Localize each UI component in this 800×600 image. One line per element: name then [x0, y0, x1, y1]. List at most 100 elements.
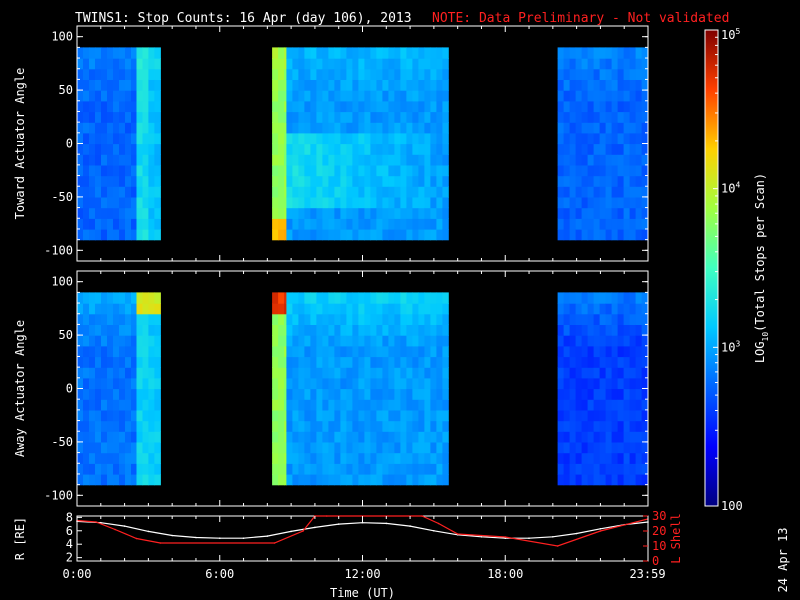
heatmap-cell	[629, 463, 637, 475]
heatmap-cell	[278, 292, 285, 304]
heatmap-cell	[605, 143, 613, 155]
heatmap-cell	[352, 345, 359, 358]
heatmap-cell	[284, 292, 287, 304]
heatmap-cell	[298, 175, 305, 187]
heatmap-cell	[101, 218, 108, 230]
heatmap-cell	[575, 100, 583, 113]
heatmap-cell	[107, 122, 114, 134]
heatmap-cell	[623, 399, 631, 411]
heatmap-cell	[376, 474, 383, 486]
heatmap-cell	[406, 164, 413, 177]
heatmap-cell	[272, 335, 279, 347]
heatmap-cell	[322, 377, 329, 390]
heatmap-cell	[611, 196, 619, 209]
heatmap-cell	[358, 292, 365, 304]
heatmap-cell	[77, 303, 84, 315]
heatmap-cell	[346, 441, 353, 454]
heatmap-cell	[125, 367, 132, 379]
heatmap-cell	[95, 474, 102, 486]
heatmap-cell	[284, 377, 287, 390]
heatmap-cell	[83, 474, 90, 486]
heatmap-cell	[605, 154, 613, 166]
heatmap-cell	[89, 175, 96, 187]
heatmap-cell	[358, 420, 365, 432]
heatmap-cell	[569, 441, 577, 454]
heatmap-cell	[298, 196, 305, 209]
heatmap-cell	[629, 367, 637, 379]
heatmap-cell	[557, 122, 565, 134]
heatmap-cell	[89, 399, 96, 411]
heatmap-cell	[131, 420, 138, 432]
heatmap-cell	[418, 164, 425, 177]
time-tick-label: 23:59	[629, 567, 665, 581]
heatmap-cell	[605, 111, 613, 123]
heatmap-cell	[442, 154, 449, 166]
heatmap-cell	[346, 186, 353, 198]
heatmap-cell	[154, 474, 161, 486]
heatmap-cell	[125, 229, 132, 241]
heatmap-cell	[322, 218, 329, 230]
heatmap-cell	[605, 431, 613, 443]
heatmap-cell	[575, 218, 583, 230]
heatmap-cell	[310, 474, 317, 486]
heatmap-cell	[298, 356, 305, 368]
heatmap-cell	[418, 345, 425, 358]
heatmap-cell	[322, 303, 329, 315]
heatmap-cell	[328, 313, 335, 325]
heatmap-cell	[77, 441, 84, 454]
heatmap-cell	[364, 132, 371, 145]
heatmap-cell	[272, 68, 279, 80]
heatmap-cell	[358, 175, 365, 187]
heatmap-cell	[358, 164, 365, 177]
heatmap-cell	[334, 441, 341, 454]
heatmap-cell	[382, 207, 389, 219]
heatmap-cell	[107, 111, 114, 123]
heatmap-cell	[77, 111, 84, 123]
heatmap-cell	[641, 58, 649, 70]
heatmap-cell	[148, 303, 155, 315]
heatmap-cell	[593, 431, 601, 443]
heatmap-cell	[418, 388, 425, 400]
heatmap-cell	[418, 420, 425, 432]
heatmap-cell	[605, 229, 613, 241]
heatmap-cell	[298, 90, 305, 102]
heatmap-cell	[370, 111, 377, 123]
heatmap-cell	[400, 90, 407, 102]
heatmap-cell	[298, 335, 305, 347]
heatmap-cell	[629, 474, 637, 486]
heatmap-cell	[284, 367, 287, 379]
heatmap-cell	[424, 154, 431, 166]
heatmap-cell	[142, 324, 149, 336]
heatmap-cell	[593, 143, 601, 155]
heatmap-cell	[587, 207, 595, 219]
heatmap-cell	[635, 388, 643, 400]
heatmap-cell	[623, 345, 631, 358]
heatmap-cell	[587, 452, 595, 464]
heatmap-cell	[394, 122, 401, 134]
heatmap-cell	[635, 303, 643, 315]
heatmap-cell	[629, 90, 637, 102]
heatmap-cell	[316, 388, 323, 400]
heatmap-cell	[340, 186, 347, 198]
heatmap-cell	[412, 345, 419, 358]
heatmap-cell	[376, 132, 383, 145]
colorbar-gradient	[704, 29, 719, 507]
heatmap-cell	[623, 452, 631, 464]
heatmap-cell	[286, 79, 293, 91]
heatmap-cell	[617, 420, 625, 432]
heatmap-cell	[119, 196, 126, 209]
heatmap-cell	[284, 441, 287, 454]
heatmap-cell	[292, 229, 299, 241]
heatmap-cell	[328, 186, 335, 198]
heatmap-cell	[272, 367, 279, 379]
heatmap-cell	[563, 292, 571, 304]
heatmap-cell	[400, 79, 407, 91]
radius-point	[409, 525, 411, 527]
heatmap-cell	[370, 154, 377, 166]
heatmap-cell	[629, 292, 637, 304]
heatmap-cell	[272, 345, 279, 358]
heatmap-cell	[101, 420, 108, 432]
heatmap-cell	[95, 175, 102, 187]
heatmap-cell	[388, 441, 395, 454]
heatmap-cell	[310, 356, 317, 368]
